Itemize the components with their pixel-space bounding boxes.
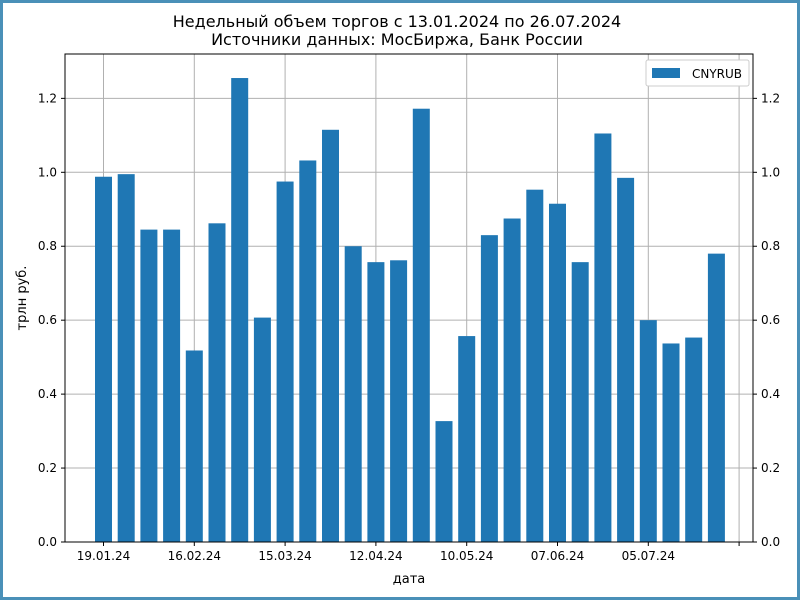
- bar: [617, 177, 635, 542]
- legend: CNYRUB: [645, 59, 750, 87]
- legend-label: CNYRUB: [692, 67, 742, 81]
- bar: [185, 350, 203, 542]
- bar: [480, 235, 498, 542]
- chart-subtitle: Источники данных: МосБиржа, Банк России: [211, 30, 583, 49]
- bar: [367, 262, 385, 542]
- x-tick-label: 15.03.24: [258, 549, 311, 563]
- y-tick-label-right: 0.2: [761, 461, 780, 475]
- bar: [571, 262, 589, 542]
- y-axis-label: трлн руб.: [15, 266, 30, 331]
- y-tick-label-left: 0.6: [38, 313, 57, 327]
- x-axis-label: дата: [393, 572, 426, 587]
- bar: [344, 246, 362, 542]
- bar: [526, 189, 544, 543]
- bar: [412, 108, 430, 542]
- x-tick-label: 10.05.24: [440, 549, 493, 563]
- bar: [208, 223, 226, 542]
- bar: [594, 133, 612, 542]
- y-tick-label-right: 0.4: [761, 387, 780, 401]
- bar: [549, 203, 566, 542]
- bar: [299, 160, 317, 543]
- y-tick-label-right: 0.6: [761, 313, 780, 327]
- bar: [685, 337, 703, 542]
- bar: [276, 181, 294, 542]
- legend-box: [645, 59, 750, 87]
- bar: [503, 218, 521, 543]
- bar: [95, 176, 112, 543]
- y-tick-label-right: 0.8: [761, 239, 780, 253]
- y-tick-label-left: 0.0: [38, 535, 57, 549]
- bar: [390, 260, 408, 542]
- y-tick-label-right: 0.0: [761, 535, 780, 549]
- y-tick-label-left: 0.8: [38, 239, 57, 253]
- x-tick-label: 12.04.24: [349, 549, 402, 563]
- bar: [231, 78, 249, 542]
- bar: [140, 229, 158, 542]
- plot-area-border: [64, 53, 754, 543]
- bar: [322, 129, 339, 542]
- x-tick-label: 19.01.24: [77, 549, 130, 563]
- bars-layer: [95, 78, 725, 543]
- bar: [435, 421, 453, 542]
- y-tick-label-left: 0.4: [38, 387, 57, 401]
- legend-swatch: [652, 68, 680, 78]
- bar: [163, 229, 181, 542]
- axes-layer: 0.0 0.0 0.2 0.2 0.4 0.4 0.6 0.6 0.8 0.8 1.0 1.0 1.2 1…: [38, 53, 780, 563]
- bar: [662, 343, 680, 542]
- chart-title: Недельный объем торгов с 13.01.2024 по 2…: [172, 12, 622, 31]
- y-tick-label-right: 1.2: [761, 91, 780, 105]
- y-tick-label-right: 1.0: [761, 165, 780, 179]
- bar: [639, 320, 657, 542]
- x-tick-label: 05.07.24: [622, 549, 675, 563]
- x-tick-label: 16.02.24: [168, 549, 221, 563]
- bar: [253, 317, 271, 542]
- x-tick-label: 07.06.24: [531, 549, 584, 563]
- bar: [458, 336, 476, 542]
- y-tick-label-left: 0.2: [38, 461, 57, 475]
- bar: [117, 174, 135, 542]
- y-tick-label-left: 1.0: [38, 165, 57, 179]
- y-tick-label-left: 1.2: [38, 91, 57, 105]
- bar: [707, 253, 725, 543]
